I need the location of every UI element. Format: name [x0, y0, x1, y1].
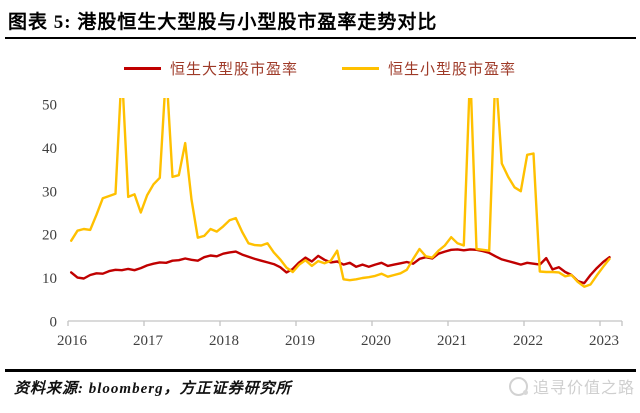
chart-title: 图表 5: 港股恒生大型股与小型股市盈率走势对比: [8, 12, 438, 33]
x-axis-tick-label: 2016: [57, 333, 88, 349]
y-axis-tick-label: 30: [42, 184, 57, 200]
watermark-text: 追寻价值之路: [532, 380, 635, 397]
y-axis-tick-label: 0: [50, 315, 58, 331]
x-axis-tick-label: 2023: [589, 333, 619, 349]
y-axis-tick-label: 10: [42, 271, 57, 287]
watermark-logo-dot: [522, 389, 528, 395]
legend-item-small-cap: 恒生小型股市盈率: [342, 58, 516, 79]
legend-swatch-small-cap-line: [342, 67, 379, 70]
chart-legend: 恒生大型股市盈率 恒生小型股市盈率: [0, 58, 640, 79]
y-axis-tick-label: 20: [42, 228, 57, 244]
x-axis-tick-label: 2018: [209, 333, 239, 349]
legend-label-small-cap: 恒生小型股市盈率: [388, 62, 517, 78]
footer-divider: [5, 369, 636, 372]
legend-label-large-cap: 恒生大型股市盈率: [169, 62, 298, 78]
legend-item-large-cap: 恒生大型股市盈率: [123, 58, 298, 79]
small-cap-pe-line: [69, 98, 611, 288]
x-axis-tick-label: 2021: [437, 333, 467, 349]
y-axis-tick-label: 50: [42, 98, 57, 114]
x-axis-tick-label: 2017: [133, 333, 164, 349]
legend-swatch-large-cap-line: [123, 67, 161, 70]
data-source-note: 资料来源: bloomberg，方正证券研究所: [14, 381, 292, 397]
watermark-logo-icon: [508, 376, 528, 396]
y-axis-tick-label: 40: [42, 141, 57, 157]
watermark: 追寻价值之路: [508, 374, 635, 398]
title-divider: [5, 37, 636, 39]
x-axis-tick-label: 2022: [513, 333, 543, 349]
x-axis-tick-label: 2020: [361, 333, 391, 349]
x-axis-tick-label: 2019: [285, 333, 315, 349]
